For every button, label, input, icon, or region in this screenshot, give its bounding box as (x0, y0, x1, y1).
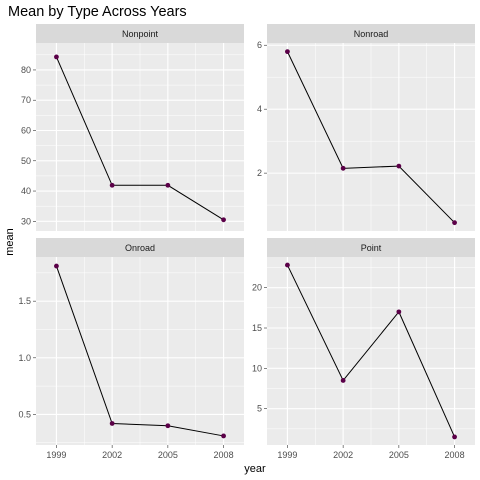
facet-strip-onroad (36, 238, 244, 257)
data-point-point-1999 (285, 262, 290, 268)
facet-strip-nonpoint (36, 24, 244, 43)
series-line-point (286, 264, 456, 438)
data-point-onroad-2005 (165, 423, 171, 429)
y-tick-label: 80 (21, 65, 31, 75)
y-tick-label: 40 (21, 186, 31, 196)
y-tick-label: 5 (257, 404, 262, 414)
x-tick-label: 2008 (214, 450, 234, 460)
y-tick-label: 6 (257, 40, 262, 50)
y-tick-label: 15 (252, 323, 262, 333)
data-point-nonpoint-2008 (221, 217, 226, 223)
y-tick-label: 4 (257, 104, 262, 114)
y-axis-title: mean (4, 228, 16, 256)
facet-strip-nonroad (267, 24, 475, 43)
series-line-nonpoint (55, 56, 224, 221)
y-tick-label: 50 (21, 156, 31, 166)
series-line-onroad (55, 265, 224, 437)
y-tick-label: 60 (21, 125, 31, 135)
x-tick-label: 2005 (389, 450, 409, 460)
facet-panels: Nonpoint 30 40 50 60 70 80 Nonroad 2 4 6 Onroad 0.5 1… (18, 24, 475, 460)
data-point-nonpoint-1999 (54, 54, 59, 60)
y-tick-label: 30 (21, 216, 31, 226)
data-point-nonroad-2005 (396, 163, 402, 169)
y-tick-label: 70 (21, 95, 31, 105)
data-point-nonroad-1999 (285, 49, 290, 55)
x-tick-label: 2005 (158, 450, 178, 460)
x-tick-label: 1999 (46, 450, 66, 460)
facet-nonroad: Nonroad 2 4 6 (257, 24, 475, 231)
data-point-point-2008 (452, 434, 457, 440)
data-point-nonpoint-2002 (109, 182, 115, 188)
facet-strip-point (267, 238, 475, 257)
x-tick-label: 2002 (102, 450, 122, 460)
y-tick-label: 0.5 (18, 409, 31, 419)
y-tick-label: 10 (252, 363, 262, 373)
y-tick-label: 20 (252, 283, 262, 293)
data-point-point-2002 (340, 378, 346, 383)
y-tick-label: 1.0 (18, 353, 31, 363)
facet-onroad: Onroad 0.5 1.0 1.5 1999 2002 2005 2008 (18, 238, 244, 460)
facet-label-point: Point (361, 243, 382, 253)
x-axis-title: year (244, 463, 266, 475)
facet-point: Point 5 10 15 20 1999 2002 2005 2008 (252, 238, 475, 460)
facet-label-nonroad: Nonroad (354, 29, 389, 39)
facet-label-nonpoint: Nonpoint (122, 29, 159, 39)
x-tick-label: 2008 (445, 450, 465, 460)
series-line-nonroad (286, 51, 455, 224)
chart-title: Mean by Type Across Years (8, 4, 187, 20)
y-tick-label: 1.5 (18, 296, 31, 306)
x-tick-label: 1999 (277, 450, 297, 460)
data-point-nonpoint-2005 (165, 182, 171, 188)
x-tick-label: 2002 (333, 450, 353, 460)
data-point-onroad-1999 (54, 263, 59, 269)
data-point-point-2005 (396, 309, 402, 315)
data-point-onroad-2008 (221, 433, 226, 439)
facet-nonpoint: Nonpoint 30 40 50 60 70 80 (21, 24, 244, 231)
data-point-nonroad-2002 (340, 165, 346, 171)
data-point-nonroad-2008 (452, 220, 457, 226)
y-tick-label: 2 (257, 168, 262, 178)
facet-label-onroad: Onroad (125, 243, 155, 253)
data-point-onroad-2002 (109, 421, 115, 426)
